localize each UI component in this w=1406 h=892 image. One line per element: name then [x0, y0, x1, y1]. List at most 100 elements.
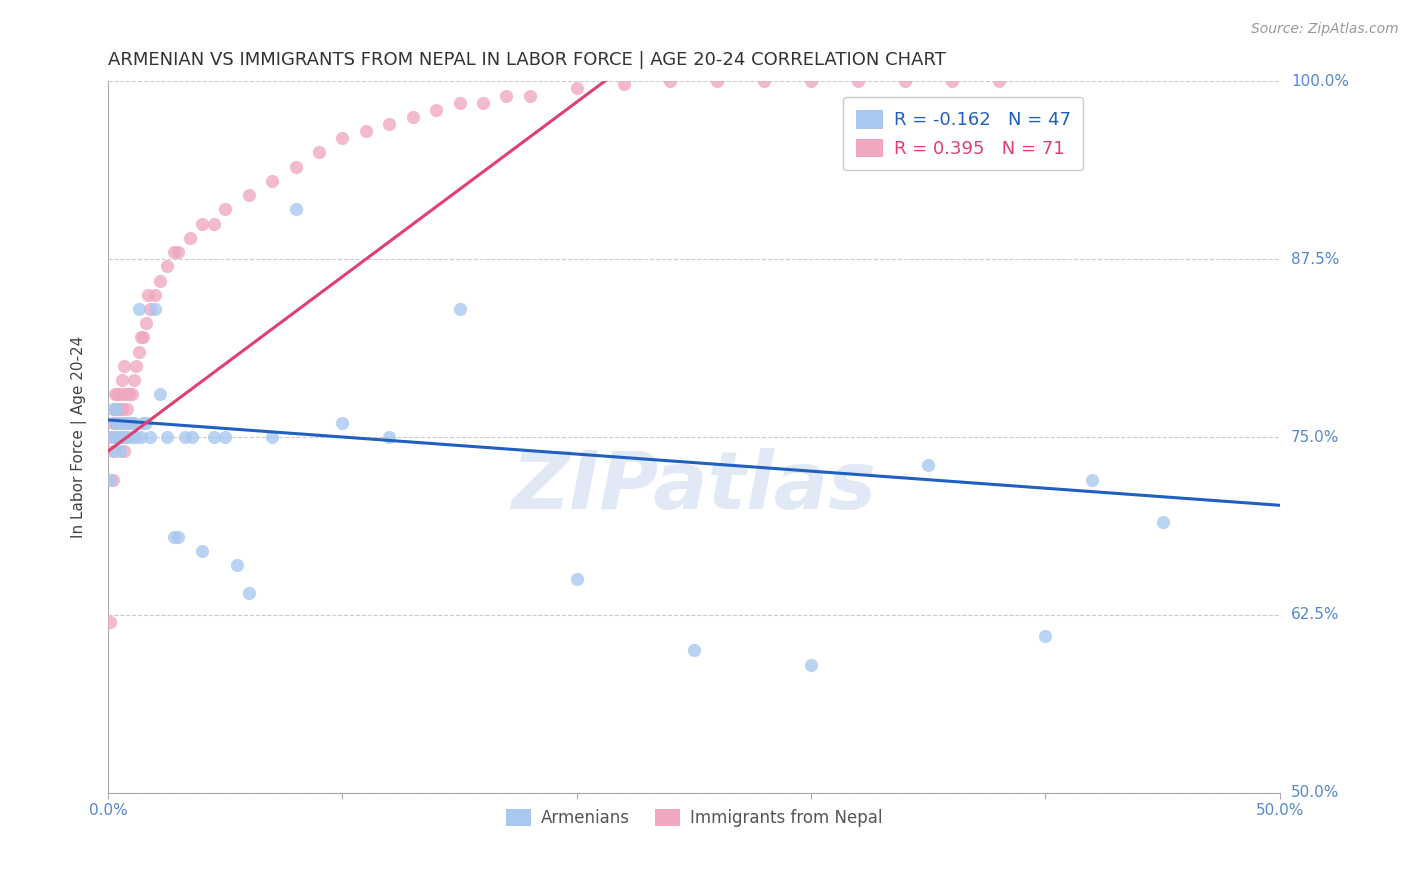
Point	[495, 88, 517, 103]
Point	[111, 416, 134, 430]
Point	[238, 188, 260, 202]
Point	[167, 530, 190, 544]
Text: 50.0%: 50.0%	[1291, 785, 1339, 800]
Point	[800, 657, 823, 672]
Point	[1081, 473, 1104, 487]
Legend: Armenians, Immigrants from Nepal: Armenians, Immigrants from Nepal	[499, 803, 889, 834]
Point	[941, 74, 963, 88]
Point	[104, 430, 127, 444]
Point	[115, 401, 138, 416]
Point	[262, 174, 284, 188]
Point	[565, 81, 588, 95]
Point	[121, 430, 143, 444]
Point	[378, 117, 401, 131]
Point	[118, 387, 141, 401]
Point	[101, 430, 124, 444]
Point	[118, 416, 141, 430]
Point	[238, 586, 260, 600]
Point	[214, 202, 236, 217]
Point	[449, 95, 471, 110]
Point	[449, 301, 471, 316]
Point	[100, 473, 122, 487]
Point	[202, 430, 225, 444]
Point	[104, 401, 127, 416]
Point	[659, 74, 682, 88]
Point	[214, 430, 236, 444]
Point	[917, 458, 939, 473]
Point	[107, 387, 129, 401]
Point	[129, 430, 152, 444]
Point	[425, 103, 447, 117]
Point	[111, 373, 134, 387]
Text: 87.5%: 87.5%	[1291, 252, 1339, 267]
Point	[107, 401, 129, 416]
Point	[332, 131, 354, 145]
Point	[111, 430, 134, 444]
Point	[107, 401, 129, 416]
Point	[128, 344, 150, 359]
Y-axis label: In Labor Force | Age 20-24: In Labor Force | Age 20-24	[72, 336, 87, 538]
Point	[1035, 629, 1057, 643]
Point	[613, 77, 636, 91]
Point	[135, 316, 157, 330]
Point	[104, 416, 127, 430]
Point	[107, 430, 129, 444]
Point	[132, 416, 155, 430]
Point	[132, 330, 155, 344]
Point	[121, 416, 143, 430]
Point	[111, 416, 134, 430]
Point	[135, 416, 157, 430]
Point	[108, 401, 131, 416]
Point	[402, 110, 425, 124]
Point	[136, 287, 159, 301]
Point	[104, 444, 127, 458]
Point	[262, 430, 284, 444]
Text: 75.0%: 75.0%	[1291, 430, 1339, 444]
Point	[114, 387, 136, 401]
Point	[111, 430, 134, 444]
Point	[114, 430, 136, 444]
Point	[754, 74, 776, 88]
Point	[122, 373, 145, 387]
Point	[284, 202, 307, 217]
Point	[683, 643, 706, 657]
Point	[139, 430, 162, 444]
Point	[174, 430, 197, 444]
Point	[114, 444, 136, 458]
Point	[143, 301, 166, 316]
Point	[114, 416, 136, 430]
Point	[308, 145, 330, 160]
Point	[1152, 516, 1174, 530]
Point	[202, 217, 225, 231]
Point	[156, 260, 179, 274]
Point	[101, 401, 124, 416]
Point	[100, 430, 122, 444]
Point	[128, 301, 150, 316]
Point	[378, 430, 401, 444]
Point	[163, 245, 186, 260]
Text: ARMENIAN VS IMMIGRANTS FROM NEPAL IN LABOR FORCE | AGE 20-24 CORRELATION CHART: ARMENIAN VS IMMIGRANTS FROM NEPAL IN LAB…	[108, 51, 946, 69]
Point	[104, 416, 127, 430]
Point	[108, 387, 131, 401]
Point	[519, 88, 541, 103]
Point	[108, 416, 131, 430]
Point	[101, 416, 124, 430]
Point	[706, 74, 728, 88]
Point	[163, 530, 186, 544]
Point	[122, 416, 145, 430]
Point	[129, 330, 152, 344]
Point	[156, 430, 179, 444]
Point	[284, 160, 307, 174]
Point	[115, 416, 138, 430]
Point	[191, 543, 214, 558]
Point	[114, 359, 136, 373]
Point	[101, 444, 124, 458]
Point	[894, 74, 917, 88]
Point	[226, 558, 249, 572]
Point	[472, 95, 495, 110]
Point	[108, 444, 131, 458]
Point	[143, 287, 166, 301]
Text: 100.0%: 100.0%	[1291, 74, 1348, 89]
Point	[139, 301, 162, 316]
Point	[846, 74, 869, 88]
